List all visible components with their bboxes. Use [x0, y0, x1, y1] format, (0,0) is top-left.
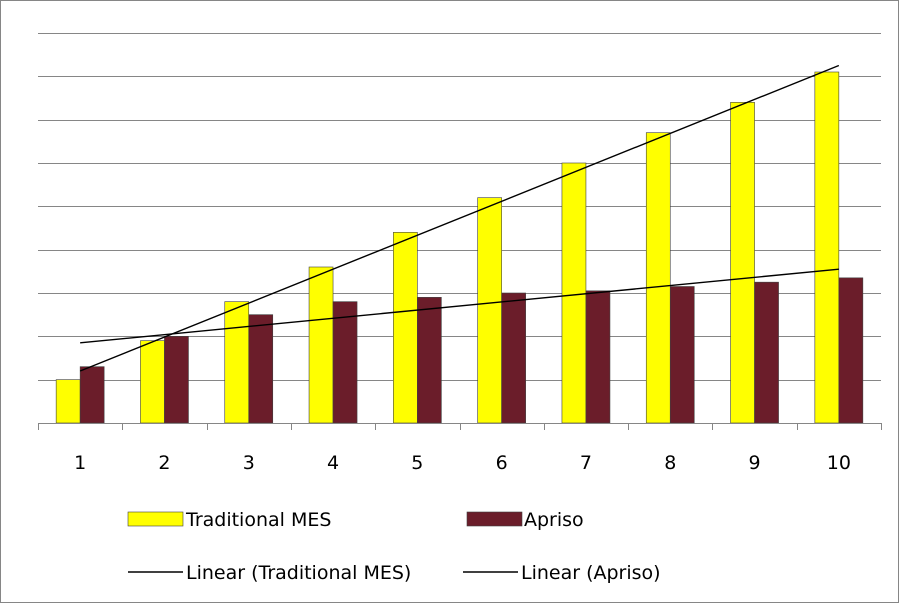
bar-layer [55, 71, 864, 424]
bar-apriso-2 [164, 336, 189, 424]
legend: Traditional MES Apriso Linear (Traditional… [127, 509, 661, 584]
bar-traditional-mes-10 [814, 71, 840, 424]
x-tick-label: 4 [327, 452, 339, 474]
x-tick-label: 9 [749, 452, 761, 474]
bar-traditional-mes-7 [561, 162, 587, 424]
legend-label-trendline-traditional-mes: Linear (Traditional MES) [186, 562, 411, 584]
x-tick-label: 6 [496, 452, 508, 474]
bar-traditional-mes-1 [55, 379, 81, 424]
bar-apriso-5 [417, 297, 442, 424]
trendline-apriso [80, 268, 839, 344]
bar-traditional-mes-9 [730, 102, 755, 424]
bar-apriso-10 [838, 277, 864, 424]
bar-apriso-8 [669, 286, 695, 424]
x-tick-label: 10 [827, 452, 851, 474]
bar-apriso-4 [332, 301, 358, 424]
trendline-layer [79, 64, 840, 372]
x-tick-label: 3 [243, 452, 255, 474]
bar-apriso-3 [248, 314, 274, 424]
x-tick-label: 1 [74, 452, 86, 474]
bar-apriso-7 [585, 290, 611, 424]
trendline-traditional-mes [79, 64, 840, 372]
x-tick-label: 8 [664, 452, 676, 474]
legend-swatch-apriso [466, 511, 523, 527]
bar-traditional-mes-3 [224, 301, 250, 424]
bar-traditional-mes-2 [140, 340, 165, 424]
bar-apriso-1 [79, 366, 105, 424]
legend-label-traditional-mes: Traditional MES [185, 509, 331, 531]
legend-swatch-traditional-mes [127, 511, 184, 527]
bar-apriso-9 [754, 281, 779, 424]
x-axis: 1 2 3 4 5 6 7 8 9 10 [38, 423, 882, 474]
bar-traditional-mes-8 [645, 132, 671, 424]
x-tick-label: 2 [158, 452, 170, 474]
x-tick-label: 5 [411, 452, 423, 474]
x-tick-label: 7 [580, 452, 592, 474]
bar-traditional-mes-5 [393, 232, 418, 424]
legend-label-trendline-apriso: Linear (Apriso) [521, 562, 661, 584]
bar-traditional-mes-6 [477, 197, 502, 424]
bar-apriso-6 [501, 292, 526, 424]
legend-label-apriso: Apriso [524, 509, 584, 531]
bar-traditional-mes-4 [308, 266, 334, 424]
